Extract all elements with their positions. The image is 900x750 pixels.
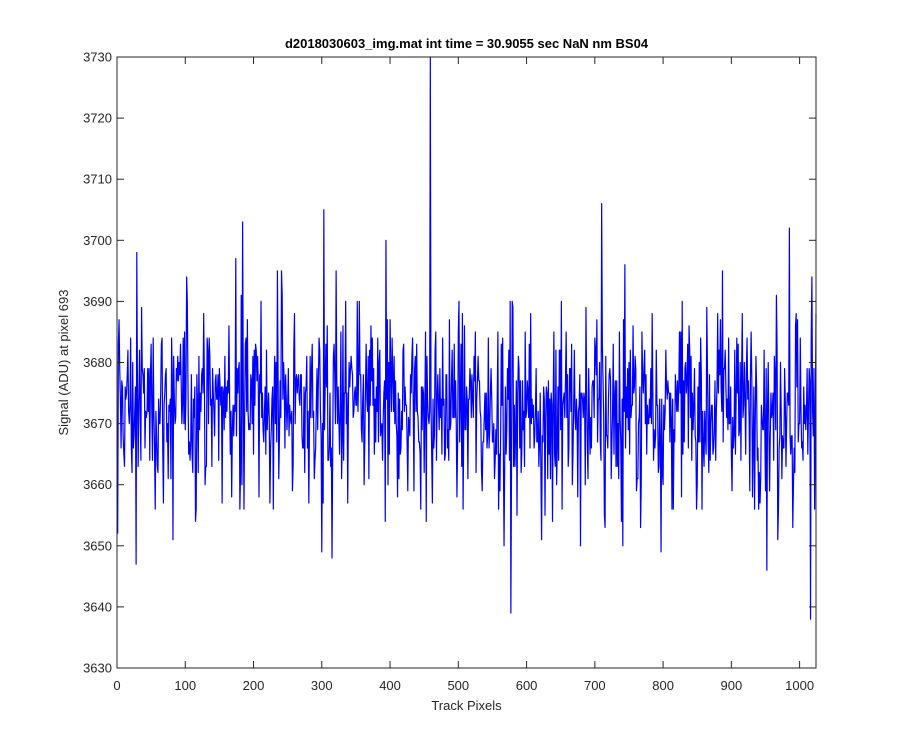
y-tick-label: 3630 [83, 661, 112, 676]
y-tick-label: 3730 [83, 50, 112, 65]
x-tick-label: 700 [584, 678, 606, 693]
y-tick-label: 3680 [83, 355, 112, 370]
x-tick-label: 900 [721, 678, 743, 693]
x-tick-label: 500 [447, 678, 469, 693]
x-tick-label: 400 [379, 678, 401, 693]
series-layer [117, 56, 817, 620]
x-tick-label: 800 [652, 678, 674, 693]
x-tick-label: 600 [516, 678, 538, 693]
y-tick-label: 3720 [83, 111, 112, 126]
plot-area [117, 57, 816, 668]
y-tick-label: 3650 [83, 538, 112, 553]
y-tick-label: 3670 [83, 416, 112, 431]
y-tick-label: 3640 [83, 599, 112, 614]
x-tick-label: 300 [311, 678, 333, 693]
y-tick-label: 3690 [83, 294, 112, 309]
y-tick-label: 3700 [83, 233, 112, 248]
x-axis-label: Track Pixels [431, 698, 502, 713]
x-tick-label: 0 [113, 678, 120, 693]
x-axis: 0 100 200 300 400 500 600 700 800 900 1000 [113, 57, 814, 693]
x-tick-label: 1000 [785, 678, 814, 693]
y-axis-label: Signal (ADU) at pixel 693 [56, 290, 71, 436]
series-line [117, 56, 817, 620]
chart-title: d2018030603_img.mat int time = 30.9055 s… [285, 36, 649, 51]
y-tick-label: 3660 [83, 477, 112, 492]
y-axis: 3630 3640 3650 3660 3670 3680 3690 3700 3710 3720… [83, 50, 816, 676]
y-tick-label: 3710 [83, 172, 112, 187]
x-tick-label: 200 [243, 678, 265, 693]
x-tick-label: 100 [174, 678, 196, 693]
